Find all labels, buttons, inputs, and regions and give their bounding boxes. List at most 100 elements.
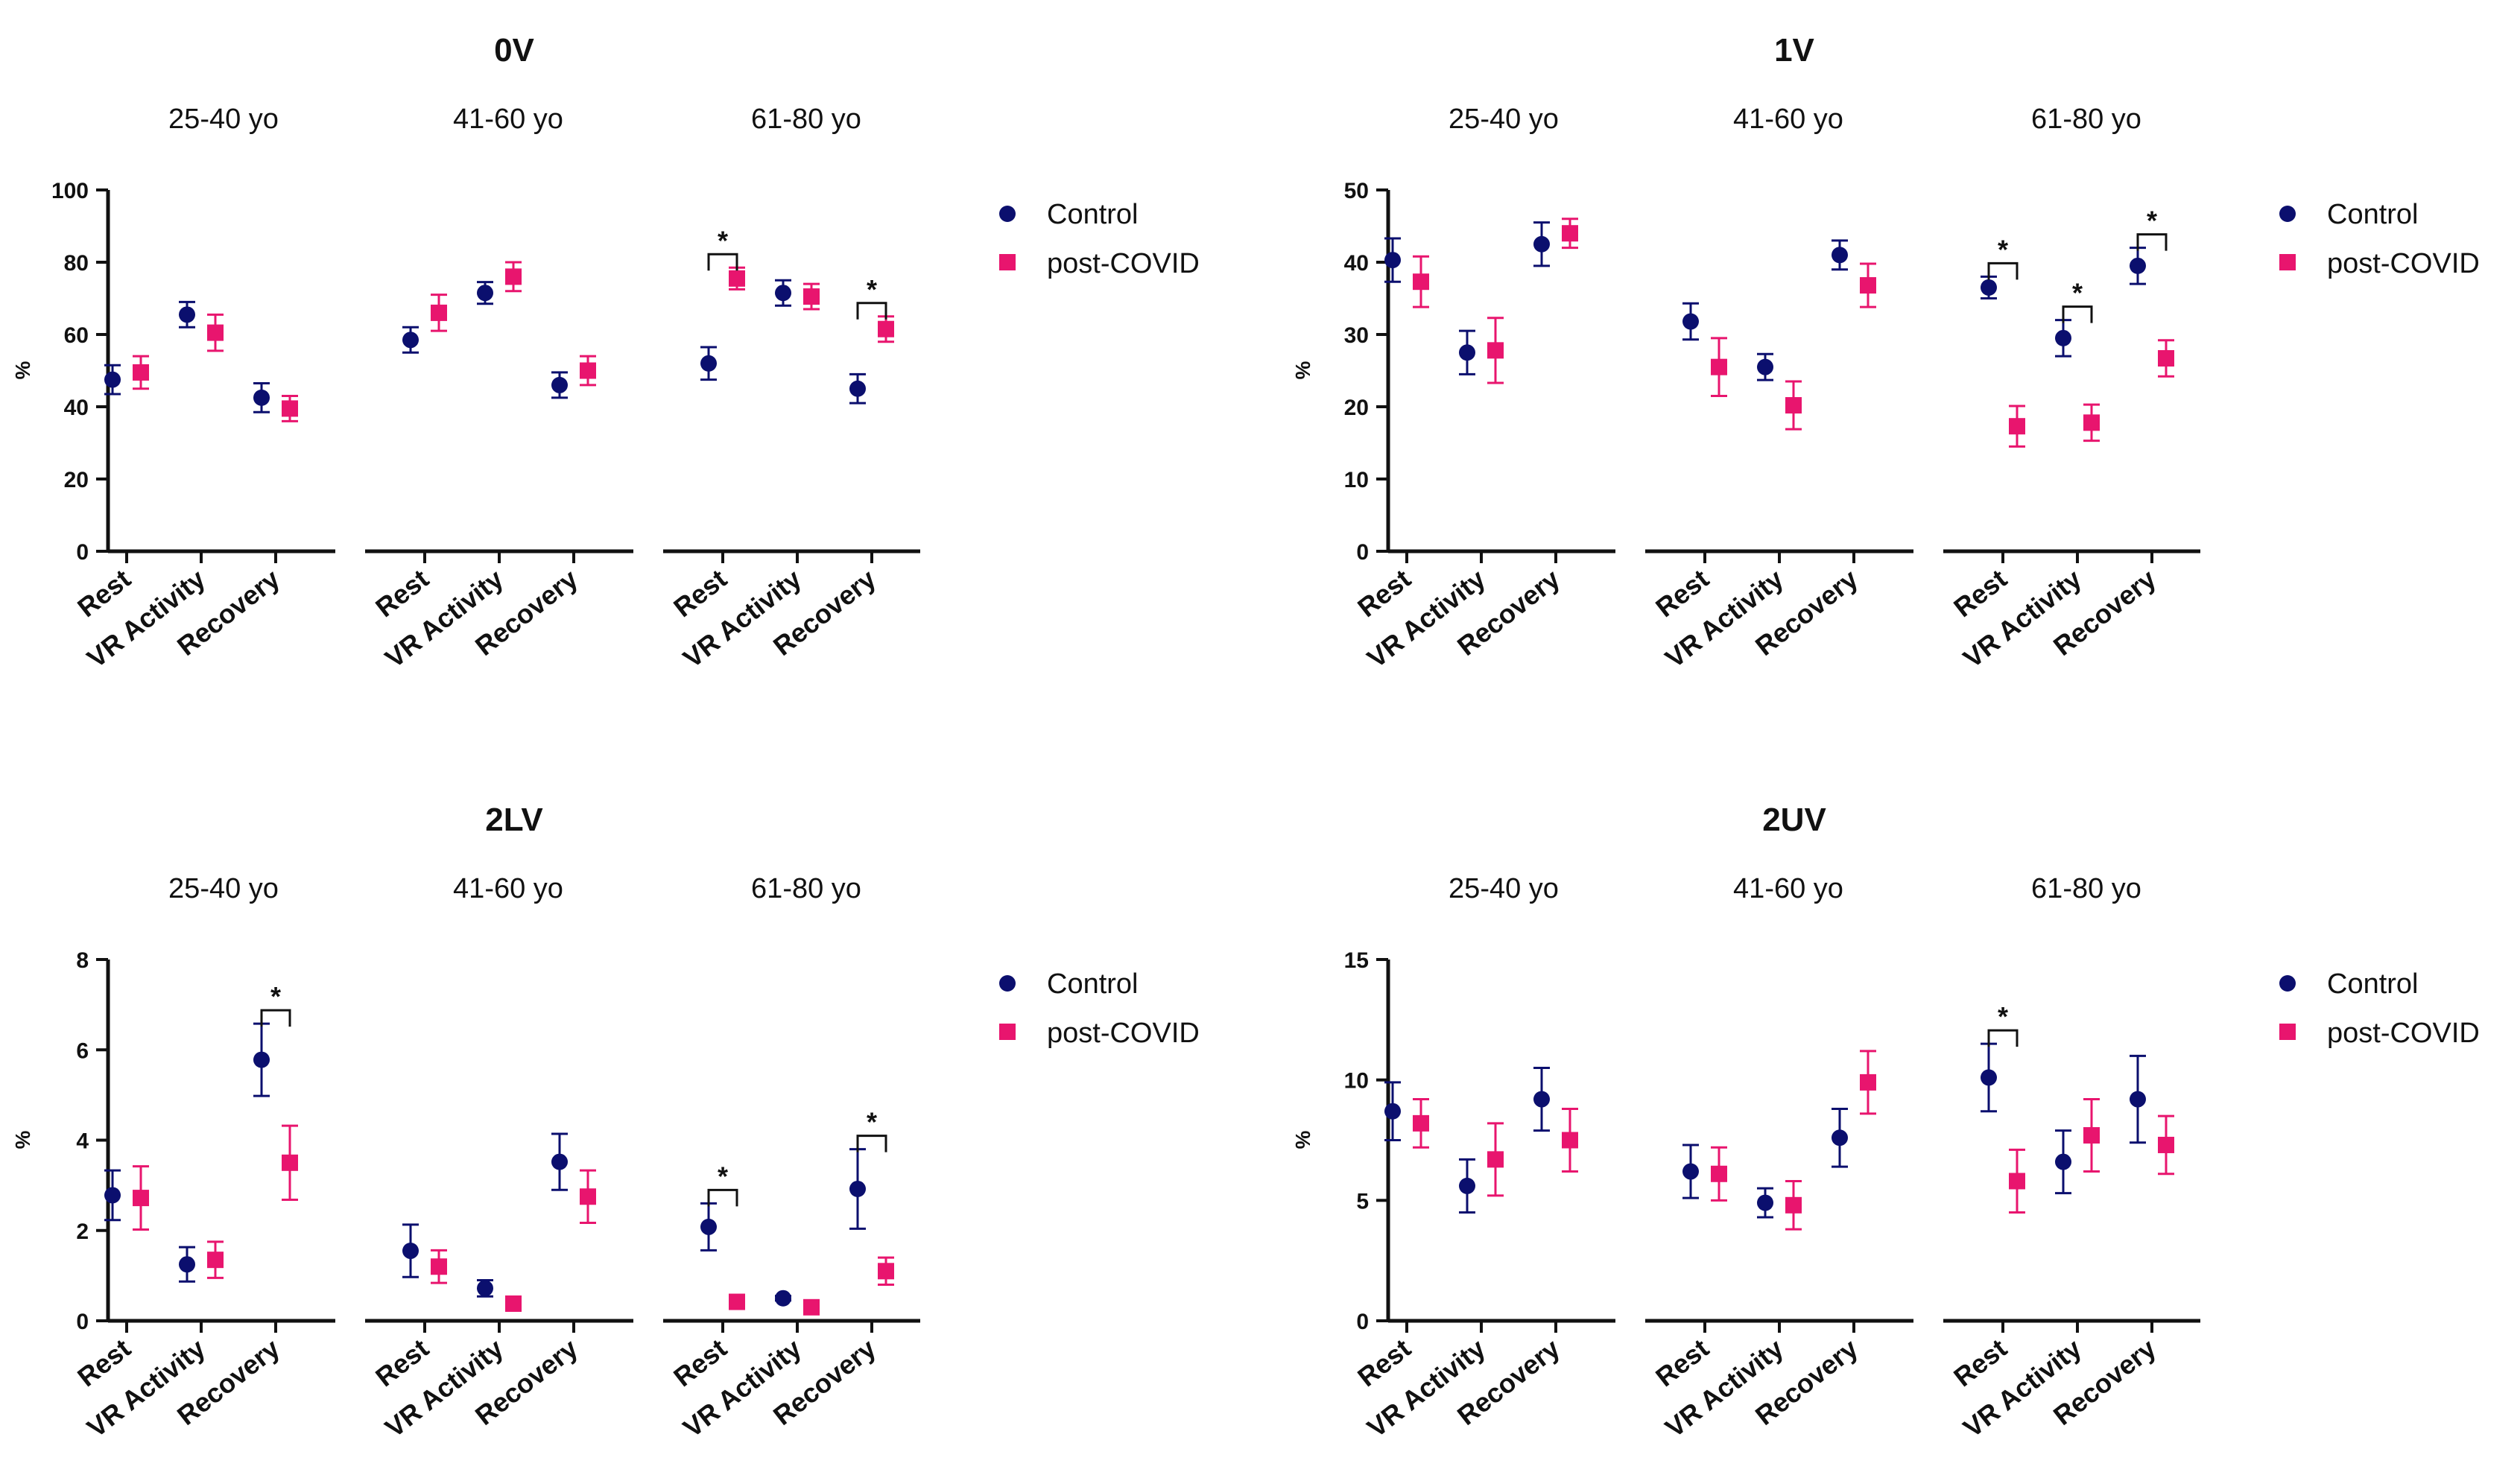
y-tick-label: 6 [76,1038,89,1063]
data-point-post-covid [878,1263,894,1280]
data-point-control [253,1051,270,1068]
data-point-control [402,332,419,349]
data-point-control [179,306,195,323]
data-point-post-covid [1860,1073,1876,1091]
significance-asterisk: * [270,981,281,1012]
significance-bracket [856,302,887,320]
age-group-label: 25-40 yo [168,873,279,904]
data-point-post-covid [729,1293,745,1310]
data-point-post-covid [133,364,149,381]
significance-bracket [260,1009,291,1027]
significance-asterisk: * [1998,1001,2008,1032]
age-group-label: 41-60 yo [1733,104,1843,135]
data-point-post-covid [431,304,447,321]
legend-marker-post-covid [999,1024,1016,1040]
significance-asterisk: * [1998,234,2008,264]
data-point-control [477,1280,493,1297]
legend-marker-control [2279,206,2296,222]
data-point-control [1832,247,1848,264]
data-point-control [104,371,121,388]
age-group-label: 61-80 yo [751,873,861,904]
chart-title: 2UV [1762,802,1826,838]
age-group-label: 61-80 yo [2031,104,2141,135]
data-point-post-covid [2083,414,2100,431]
data-point-post-covid [2158,350,2174,367]
data-point-control [477,285,493,302]
y-axis-label: % [11,361,34,379]
data-point-control [179,1256,195,1273]
y-axis-label: % [11,1130,34,1149]
data-point-post-covid [580,1188,596,1205]
legend-label-post-covid: post-COVID [1047,248,1200,279]
data-point-control [700,1218,717,1235]
data-point-control [551,1153,568,1170]
legend-marker-control [999,975,1016,992]
data-point-control [1384,252,1401,269]
age-group-label: 25-40 yo [1449,873,1559,904]
y-tick-label: 30 [1344,323,1369,348]
legend-label-control: Control [1047,968,1139,1000]
data-point-post-covid [803,288,820,305]
data-point-post-covid [1487,342,1504,359]
data-point-post-covid [2158,1136,2174,1153]
significance-asterisk: * [2147,206,2157,236]
data-point-control [2130,1091,2146,1108]
data-point-post-covid [1413,273,1429,291]
legend-label-post-covid: post-COVID [2327,1018,2480,1049]
data-point-control [1981,279,1997,296]
y-tick-label: 0 [1356,1310,1369,1334]
y-tick-label: 2 [76,1219,89,1244]
y-axis-label: % [1291,1130,1314,1149]
data-point-control [1459,1177,1475,1194]
legend-marker-post-covid [999,254,1016,270]
age-group-label: 25-40 yo [1449,104,1559,135]
legend-label-post-covid: post-COVID [1047,1018,1200,1049]
data-point-control [1384,1103,1401,1120]
data-point-control [1533,1091,1550,1108]
data-point-control [849,380,866,397]
legend-label-control: Control [2327,968,2419,1000]
data-point-control [2130,257,2146,274]
data-point-post-covid [1562,225,1578,242]
age-group-label: 61-80 yo [2031,873,2141,904]
data-point-control [104,1187,121,1204]
data-point-post-covid [1785,397,1802,414]
legend-marker-post-covid [2279,254,2296,270]
data-point-control [2055,1153,2071,1170]
data-point-post-covid [505,1295,522,1312]
data-point-post-covid [133,1190,149,1207]
significance-asterisk: * [718,1161,728,1191]
y-tick-label: 80 [64,251,89,276]
data-point-post-covid [2009,1173,2025,1190]
y-tick-label: 10 [1344,1069,1369,1094]
data-point-post-covid [207,1252,224,1269]
data-point-control [775,1290,791,1307]
y-tick-label: 40 [64,396,89,420]
data-point-control [849,1180,866,1197]
y-tick-label: 10 [1344,468,1369,492]
data-point-post-covid [282,1154,298,1171]
y-axis-label: % [1291,361,1314,379]
data-point-post-covid [505,268,522,285]
data-point-control [551,376,568,393]
significance-bracket [707,253,738,271]
data-point-post-covid [878,320,894,337]
data-point-control [700,355,717,372]
legend-label-control: Control [1047,199,1139,230]
age-group-label: 41-60 yo [453,104,563,135]
data-point-control [1757,358,1773,375]
data-point-post-covid [1562,1132,1578,1149]
y-tick-label: 100 [51,179,89,203]
data-point-control [1981,1069,1997,1086]
y-tick-label: 5 [1356,1189,1369,1214]
chart-title: 0V [494,32,534,69]
legend-label-control: Control [2327,199,2419,230]
significance-asterisk: * [867,274,877,305]
legend-marker-control [999,206,1016,222]
data-point-post-covid [1860,277,1876,294]
data-point-post-covid [1785,1196,1802,1214]
data-point-post-covid [803,1298,820,1316]
